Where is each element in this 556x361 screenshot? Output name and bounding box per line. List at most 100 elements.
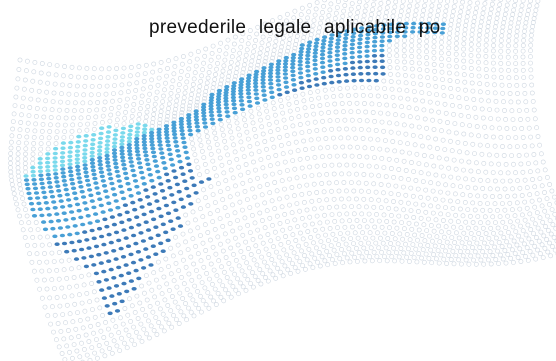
mesh-dot	[449, 148, 455, 154]
map-dot	[149, 178, 155, 183]
map-dot	[146, 202, 153, 206]
mesh-dot	[416, 124, 422, 130]
mesh-dot	[297, 122, 303, 127]
mesh-dot	[358, 240, 364, 246]
mesh-dot	[180, 54, 186, 59]
map-dot	[134, 133, 140, 138]
map-dot	[115, 205, 121, 210]
mesh-dot	[286, 41, 292, 47]
mesh-dot	[430, 188, 436, 194]
mesh-dot	[129, 337, 135, 343]
mesh-dot	[213, 302, 219, 307]
mesh-dot	[303, 26, 308, 31]
mesh-dot	[299, 5, 305, 11]
mesh-dot	[522, 91, 528, 96]
mesh-dot	[290, 158, 296, 163]
mesh-dot	[236, 263, 242, 269]
mesh-dot	[108, 112, 114, 118]
mesh-dot	[480, 115, 486, 121]
map-dot	[180, 172, 186, 176]
mesh-dot	[314, 0, 320, 5]
mesh-dot	[420, 143, 425, 149]
mesh-dot	[447, 26, 453, 32]
mesh-dot	[487, 15, 492, 21]
map-dot	[111, 148, 118, 152]
map-dot	[381, 23, 387, 27]
map-dot	[334, 45, 341, 49]
mesh-dot	[151, 107, 157, 112]
mesh-dot	[478, 19, 484, 25]
mesh-dot	[449, 94, 454, 100]
mesh-dot	[493, 99, 499, 104]
mesh-dot	[374, 85, 380, 91]
map-dot	[91, 205, 97, 210]
mesh-dot	[476, 47, 481, 53]
map-dot	[176, 189, 182, 194]
mesh-dot	[191, 146, 196, 152]
mesh-dot	[454, 35, 460, 41]
mesh-dot	[273, 249, 279, 255]
mesh-dot	[346, 93, 351, 98]
mesh-dot	[506, 68, 511, 73]
map-dot	[153, 225, 159, 229]
mesh-dot	[166, 320, 172, 326]
mesh-dot	[71, 275, 77, 280]
mesh-dot	[232, 74, 238, 79]
map-dot	[101, 296, 107, 300]
map-dot	[193, 115, 199, 119]
mesh-dot	[487, 186, 493, 192]
mesh-dot	[195, 225, 201, 231]
mesh-dot	[324, 219, 330, 225]
map-dot	[102, 217, 108, 222]
mesh-dot	[510, 117, 516, 122]
mesh-dot	[200, 214, 206, 220]
mesh-dot	[316, 95, 322, 101]
mesh-dot	[379, 155, 385, 161]
mesh-dot	[25, 120, 31, 126]
mesh-dot	[259, 124, 265, 130]
mesh-dot	[503, 7, 509, 13]
map-dot	[97, 159, 103, 163]
map-dot	[77, 180, 83, 184]
mesh-dot	[77, 128, 82, 134]
map-dot	[157, 143, 163, 147]
mesh-dot	[485, 257, 491, 263]
mesh-dot	[552, 247, 556, 253]
mesh-dot	[507, 243, 512, 249]
mesh-dot	[183, 85, 189, 90]
mesh-dot	[167, 96, 173, 102]
mesh-dot	[513, 54, 518, 60]
mesh-dot	[388, 129, 394, 135]
map-dot	[216, 94, 222, 99]
map-dot	[439, 31, 445, 35]
mesh-dot	[165, 110, 171, 115]
mesh-dot	[398, 8, 404, 14]
mesh-dot	[274, 33, 280, 39]
mesh-dot	[78, 115, 84, 121]
map-dot	[147, 173, 153, 177]
mesh-dot	[279, 40, 285, 46]
mesh-dot	[266, 252, 272, 257]
mesh-dot	[18, 186, 23, 192]
map-dot	[403, 26, 409, 30]
mesh-dot	[417, 74, 423, 80]
mesh-dot	[238, 248, 244, 254]
mesh-dot	[319, 15, 324, 21]
map-dot	[215, 97, 222, 102]
mesh-dot	[509, 16, 515, 22]
mesh-dot	[509, 108, 515, 114]
mesh-dot	[162, 87, 167, 93]
map-dot	[358, 30, 364, 34]
mesh-dot	[394, 225, 400, 231]
mesh-dot	[321, 127, 327, 133]
mesh-dot	[427, 144, 433, 150]
mesh-dot	[347, 259, 353, 265]
map-dot	[79, 189, 85, 194]
mesh-dot	[132, 342, 137, 347]
mesh-dot	[227, 65, 233, 70]
mesh-dot	[31, 134, 37, 140]
map-dot	[98, 203, 104, 208]
mesh-dot	[48, 321, 53, 327]
map-dot	[216, 109, 222, 114]
mesh-dot	[422, 3, 427, 9]
